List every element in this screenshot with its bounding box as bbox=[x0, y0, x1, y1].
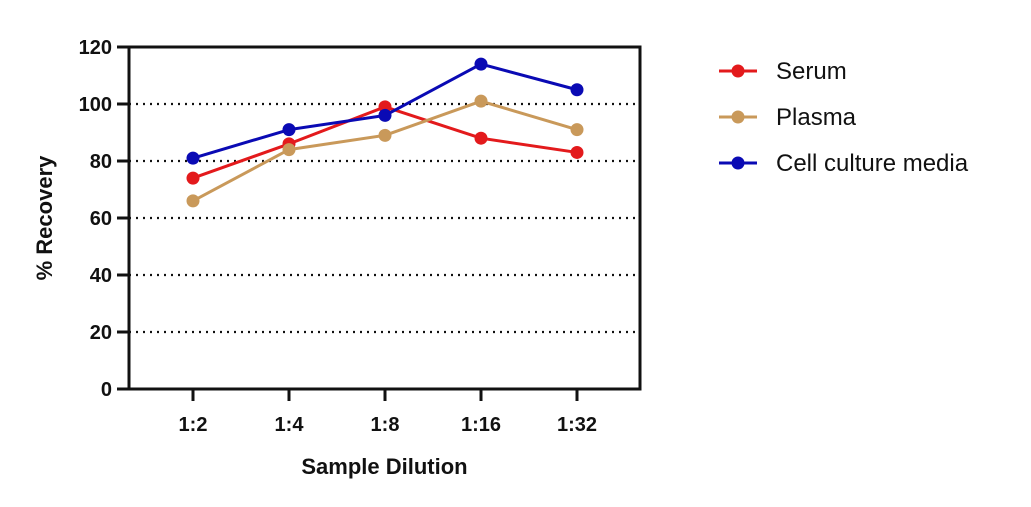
data-point bbox=[570, 145, 584, 159]
x-tick-label: 1:2 bbox=[179, 414, 208, 436]
data-point bbox=[378, 128, 392, 142]
data-point bbox=[282, 123, 296, 137]
legend: Serum Plasma Cell culture media bbox=[719, 58, 969, 177]
data-point bbox=[474, 131, 488, 145]
y-axis-label: % Recovery bbox=[32, 155, 57, 281]
data-point bbox=[570, 83, 584, 97]
legend-item: Cell culture media bbox=[719, 150, 969, 177]
legend-label: Serum bbox=[776, 58, 847, 85]
x-tick-label: 1:4 bbox=[275, 414, 305, 436]
legend-item: Plasma bbox=[719, 104, 857, 131]
data-point bbox=[186, 171, 200, 185]
data-point bbox=[378, 108, 392, 122]
data-point bbox=[186, 151, 200, 165]
legend-swatch-marker bbox=[731, 110, 745, 124]
data-point bbox=[186, 194, 200, 208]
y-tick-label: 100 bbox=[79, 94, 112, 116]
x-axis-label: Sample Dilution bbox=[301, 454, 467, 479]
x-tick-label: 1:8 bbox=[371, 414, 400, 436]
data-point bbox=[282, 143, 296, 157]
data-point bbox=[474, 94, 488, 108]
x-tick-label: 1:32 bbox=[557, 414, 597, 436]
y-tick-label: 80 bbox=[90, 151, 112, 173]
y-tick-label: 0 bbox=[101, 379, 112, 401]
data-point bbox=[570, 123, 584, 137]
legend-item: Serum bbox=[719, 58, 847, 85]
gridlines bbox=[129, 102, 640, 334]
series-plasma bbox=[186, 94, 584, 208]
y-tick-label: 60 bbox=[90, 208, 112, 230]
series bbox=[186, 57, 584, 208]
x-tick-label: 1:16 bbox=[461, 414, 501, 436]
x-axis-ticks: 1:2 1:4 1:8 1:16 1:32 bbox=[179, 389, 597, 436]
y-tick-label: 20 bbox=[90, 322, 112, 344]
y-tick-label: 40 bbox=[90, 265, 112, 287]
y-tick-label: 120 bbox=[79, 37, 112, 59]
series-cell-culture-media bbox=[186, 57, 584, 165]
y-axis-ticks: 0 20 40 60 80 100 120 bbox=[79, 37, 129, 401]
legend-label: Plasma bbox=[776, 104, 857, 131]
legend-swatch-marker bbox=[731, 64, 745, 78]
legend-swatch-marker bbox=[731, 156, 745, 170]
legend-label: Cell culture media bbox=[776, 150, 969, 177]
data-point bbox=[474, 57, 488, 71]
